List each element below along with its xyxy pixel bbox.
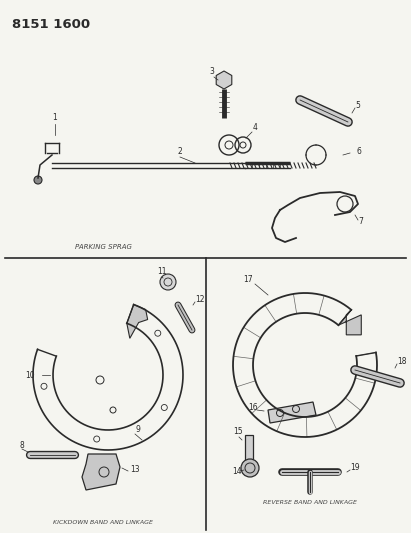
Text: 9: 9 (136, 425, 141, 434)
Text: 15: 15 (233, 427, 243, 437)
Text: 13: 13 (130, 465, 140, 474)
Polygon shape (268, 402, 316, 423)
Polygon shape (245, 435, 253, 462)
Text: REVERSE BAND AND LINKAGE: REVERSE BAND AND LINKAGE (263, 500, 357, 505)
Text: 10: 10 (25, 370, 35, 379)
Text: 18: 18 (397, 358, 406, 367)
Polygon shape (216, 71, 232, 89)
Text: 19: 19 (350, 464, 360, 472)
Text: 17: 17 (243, 276, 253, 285)
Text: 6: 6 (356, 148, 361, 157)
Text: 2: 2 (178, 148, 182, 157)
Text: 1: 1 (53, 114, 58, 123)
Text: 5: 5 (355, 101, 360, 109)
Circle shape (34, 176, 42, 184)
Text: 16: 16 (248, 403, 258, 413)
Text: 3: 3 (210, 68, 215, 77)
Text: 12: 12 (195, 295, 205, 304)
Text: 8: 8 (20, 440, 24, 449)
Text: KICKDOWN BAND AND LINKAGE: KICKDOWN BAND AND LINKAGE (53, 520, 153, 525)
Text: 11: 11 (157, 268, 167, 277)
Text: 8151 1600: 8151 1600 (12, 18, 90, 31)
Polygon shape (127, 304, 148, 338)
Text: 14: 14 (232, 467, 242, 477)
Text: 4: 4 (253, 124, 257, 133)
Polygon shape (82, 454, 120, 490)
Circle shape (160, 274, 176, 290)
Text: PARKING SPRAG: PARKING SPRAG (74, 244, 132, 250)
Polygon shape (338, 310, 361, 335)
Circle shape (241, 459, 259, 477)
Text: 7: 7 (358, 217, 363, 227)
